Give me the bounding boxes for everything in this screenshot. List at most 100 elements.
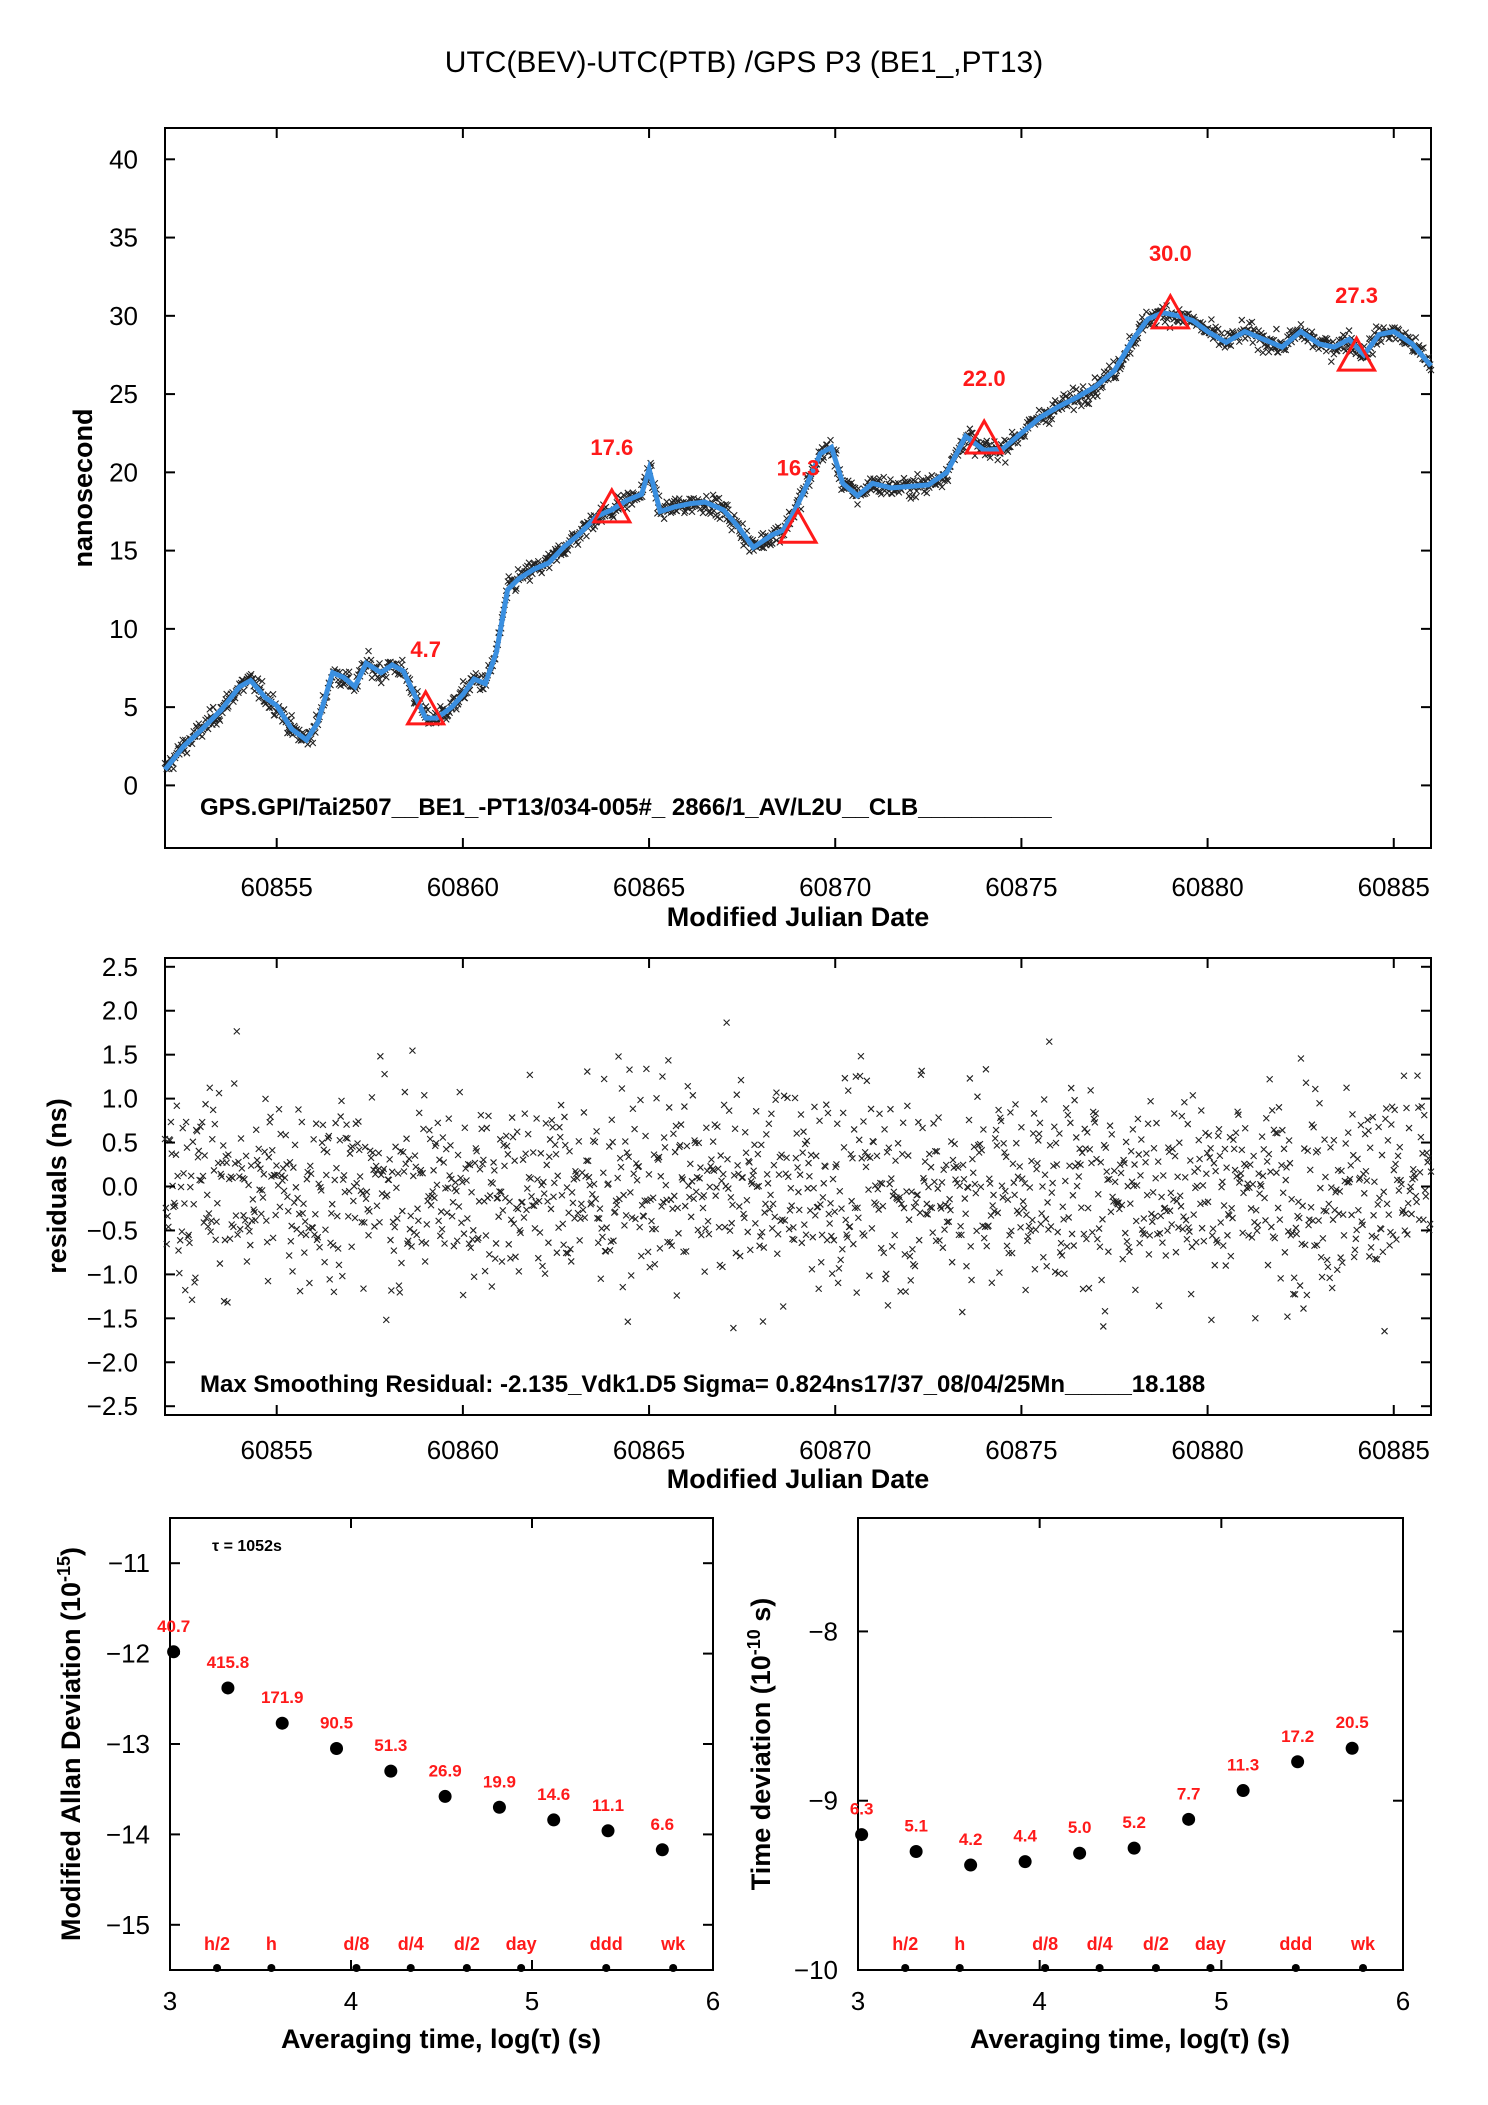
data-point xyxy=(995,1106,1002,1114)
data-point xyxy=(733,1091,741,1099)
marker-label: 22.0 xyxy=(963,366,1006,391)
data-point xyxy=(609,512,617,520)
data-point xyxy=(294,1194,301,1202)
data-point xyxy=(1271,1234,1279,1242)
data-point xyxy=(460,1230,468,1238)
data-point xyxy=(1134,1115,1142,1123)
data-point xyxy=(1189,1092,1197,1099)
data-point xyxy=(641,1197,649,1205)
data-point xyxy=(1350,1253,1358,1261)
data-point xyxy=(1395,1187,1403,1194)
data-point xyxy=(232,1212,240,1220)
data-point xyxy=(488,1283,496,1290)
data-point xyxy=(707,1162,714,1170)
data-point xyxy=(469,1226,477,1234)
y-tick-label: −10 xyxy=(794,1955,838,1985)
data-point xyxy=(920,1177,928,1185)
data-point xyxy=(1073,1846,1087,1860)
y-tick-label: −12 xyxy=(106,1639,150,1669)
data-point xyxy=(312,1120,320,1128)
data-point xyxy=(424,706,432,714)
data-point xyxy=(351,1214,359,1222)
data-point xyxy=(1179,1225,1187,1233)
data-point xyxy=(948,1258,956,1266)
data-point xyxy=(333,1164,340,1172)
data-point xyxy=(298,1118,306,1126)
data-point xyxy=(786,1206,794,1214)
data-point xyxy=(1070,1242,1078,1249)
data-point xyxy=(194,1153,202,1161)
data-point xyxy=(162,1204,170,1212)
data-point xyxy=(1025,1222,1033,1230)
marker-label: 4.7 xyxy=(410,637,441,662)
data-point xyxy=(780,1092,788,1100)
data-point xyxy=(501,1162,508,1170)
data-point xyxy=(1207,1144,1214,1152)
y-tick-label: −15 xyxy=(106,1910,150,1940)
data-point xyxy=(817,1258,825,1266)
time-marker-label: d/2 xyxy=(454,1934,480,1954)
data-point xyxy=(365,647,372,655)
data-point xyxy=(498,1258,506,1265)
data-point xyxy=(885,1144,893,1152)
data-point xyxy=(492,1800,506,1814)
data-point xyxy=(371,1170,379,1178)
data-point xyxy=(212,1236,220,1244)
data-point xyxy=(810,1184,818,1192)
data-point xyxy=(583,1068,591,1075)
data-point xyxy=(887,1105,894,1113)
data-point xyxy=(942,1161,950,1169)
data-point xyxy=(1354,1206,1362,1214)
y-tick-label: −2.5 xyxy=(87,1391,138,1421)
data-point xyxy=(657,1172,665,1180)
data-point xyxy=(340,1171,348,1179)
data-point xyxy=(178,1228,186,1236)
data-point xyxy=(761,1209,769,1216)
data-point xyxy=(226,1235,234,1243)
data-point xyxy=(574,541,582,549)
data-point xyxy=(1093,1155,1100,1163)
data-point xyxy=(1281,1248,1289,1256)
data-point xyxy=(993,1142,1001,1149)
data-point xyxy=(1421,1187,1429,1194)
panel-note: Max Smoothing Residual: -2.135_Vdk1.D5 S… xyxy=(200,1371,1205,1398)
data-point xyxy=(235,1173,243,1180)
data-point xyxy=(1039,1183,1046,1190)
data-point xyxy=(533,1115,540,1122)
data-point xyxy=(454,1151,462,1159)
data-point xyxy=(902,1288,910,1295)
data-point xyxy=(206,705,214,713)
time-marker-label: day xyxy=(506,1934,537,1954)
data-point xyxy=(170,765,177,773)
data-point xyxy=(623,1149,631,1157)
data-point xyxy=(164,1212,171,1220)
data-point xyxy=(1267,1168,1274,1176)
data-point xyxy=(188,1296,196,1304)
data-point xyxy=(1177,1202,1185,1210)
data-point xyxy=(474,1234,482,1242)
data-point xyxy=(262,1217,270,1225)
data-point xyxy=(1087,1086,1095,1094)
data-point xyxy=(946,1195,953,1203)
data-point xyxy=(1246,1161,1254,1169)
data-point xyxy=(808,1265,816,1273)
data-point xyxy=(537,1149,545,1157)
data-point xyxy=(435,1217,443,1225)
data-point xyxy=(1164,1227,1171,1235)
time-marker-label: wk xyxy=(1350,1934,1376,1954)
data-point xyxy=(280,1187,288,1195)
data-point xyxy=(1239,1229,1247,1237)
data-point xyxy=(702,492,710,500)
data-point xyxy=(1268,1107,1276,1114)
data-point xyxy=(754,1150,762,1158)
time-marker-label: ddd xyxy=(590,1934,623,1954)
data-point xyxy=(233,1027,241,1035)
data-point xyxy=(524,1130,532,1138)
data-point xyxy=(317,1186,325,1194)
data-point xyxy=(365,1207,373,1215)
data-point xyxy=(900,1204,908,1212)
data-point xyxy=(1149,1188,1157,1196)
data-point xyxy=(1377,1225,1385,1233)
data-point xyxy=(310,1136,318,1143)
